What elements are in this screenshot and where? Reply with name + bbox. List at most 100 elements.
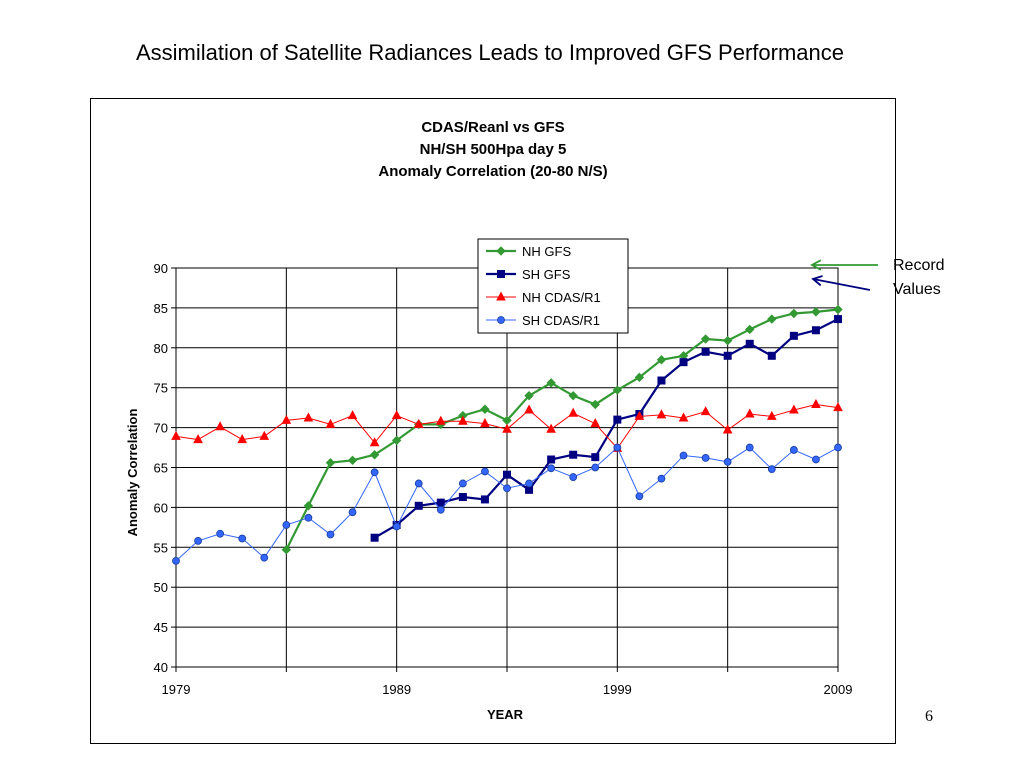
- arrow-head: [811, 275, 823, 287]
- data-point: [590, 399, 600, 410]
- data-point: [613, 415, 622, 424]
- x-tick-label: 2009: [824, 682, 853, 697]
- data-point: [789, 446, 798, 454]
- chart-title-line-3: Anomaly Correlation (20-80 N/S): [378, 163, 608, 180]
- record-arrows: [810, 259, 878, 291]
- page-number: 6: [925, 708, 933, 725]
- data-point: [524, 404, 534, 414]
- data-point: [525, 479, 533, 488]
- data-point: [722, 424, 733, 434]
- data-point: [546, 378, 556, 388]
- data-point: [326, 530, 335, 539]
- data-point: [171, 430, 181, 440]
- data-point: [767, 351, 776, 360]
- data-point: [238, 534, 247, 543]
- legend-swatch-marker: [497, 270, 505, 278]
- x-tick-label: 1989: [382, 682, 411, 697]
- data-point: [634, 410, 645, 420]
- arrow-nh-record: [810, 259, 878, 271]
- data-point: [414, 501, 423, 510]
- data-point: [458, 479, 467, 488]
- legend-label: SH CDAS/R1: [522, 313, 600, 328]
- data-point: [193, 434, 203, 444]
- data-point: [745, 443, 754, 452]
- x-tick-label: 1999: [603, 682, 632, 697]
- data-point: [657, 474, 666, 483]
- data-point: [282, 521, 291, 529]
- data-point: [458, 493, 467, 502]
- y-tick-label: 40: [154, 660, 168, 675]
- data-point: [723, 458, 732, 466]
- data-point: [369, 437, 380, 447]
- series-line: [374, 318, 839, 539]
- data-point: [547, 455, 556, 464]
- series: [171, 304, 843, 565]
- data-point: [524, 390, 534, 401]
- data-point: [722, 335, 733, 346]
- data-point: [259, 430, 270, 440]
- data-point: [678, 412, 689, 422]
- data-point: [568, 390, 578, 401]
- data-point: [679, 358, 688, 367]
- legend-swatch-marker: [497, 316, 505, 324]
- data-point: [591, 453, 600, 462]
- data-point: [569, 473, 578, 481]
- arrow-head: [810, 259, 822, 271]
- y-tick-label: 85: [154, 301, 168, 316]
- data-point: [436, 498, 445, 507]
- data-point: [215, 421, 225, 431]
- legend-label: NH GFS: [522, 244, 571, 259]
- data-point: [745, 324, 755, 335]
- data-point: [613, 443, 622, 452]
- chart-title: CDAS/Reanl vs GFS NH/SH 500Hpa day 5 Ano…: [90, 117, 896, 183]
- y-tick-label: 60: [154, 500, 168, 515]
- data-point: [413, 418, 424, 428]
- data-point: [657, 376, 666, 385]
- data-point: [789, 331, 798, 340]
- data-point: [546, 423, 556, 433]
- data-point: [635, 492, 644, 501]
- data-point: [458, 415, 468, 425]
- data-point: [281, 544, 292, 555]
- data-point: [303, 501, 314, 511]
- legend-swatch-marker: [496, 246, 506, 256]
- data-point: [325, 458, 336, 468]
- y-tick-label: 45: [154, 620, 168, 635]
- data-point: [590, 418, 601, 428]
- data-point: [370, 468, 379, 477]
- data-point: [348, 508, 357, 517]
- data-point: [591, 463, 600, 472]
- data-point: [612, 385, 623, 395]
- legend-label: NH CDAS/R1: [522, 290, 601, 305]
- data-point: [834, 443, 842, 452]
- data-point: [502, 423, 512, 433]
- series-sh-cdas-r1: [172, 443, 842, 565]
- arrow-shaft: [812, 278, 871, 291]
- legend: NH GFS SH GFS NH CDAS/R1 SH CDAS/R1: [477, 238, 629, 334]
- y-tick-label: 80: [154, 341, 168, 356]
- data-point: [347, 455, 358, 466]
- record-values-annotation: Record Values: [893, 254, 963, 302]
- y-tick-label: 75: [154, 381, 168, 396]
- legend-swatch-marker: [496, 291, 506, 301]
- data-point: [503, 484, 511, 493]
- data-point: [391, 435, 402, 446]
- y-tick-label: 50: [154, 580, 168, 595]
- data-point: [481, 467, 489, 476]
- data-point: [767, 465, 776, 473]
- data-point: [569, 450, 578, 459]
- y-tick-label: 70: [154, 421, 168, 436]
- data-point: [656, 409, 667, 419]
- data-point: [480, 404, 490, 414]
- data-point: [812, 455, 820, 464]
- data-point: [216, 529, 225, 538]
- data-point: [833, 402, 843, 412]
- data-point: [568, 407, 579, 417]
- data-point: [435, 415, 446, 425]
- series-nh-gfs: [281, 304, 843, 555]
- x-axis-label: YEAR: [487, 707, 524, 722]
- data-point: [304, 513, 313, 522]
- data-point: [656, 355, 667, 365]
- y-tick-label: 90: [154, 261, 168, 276]
